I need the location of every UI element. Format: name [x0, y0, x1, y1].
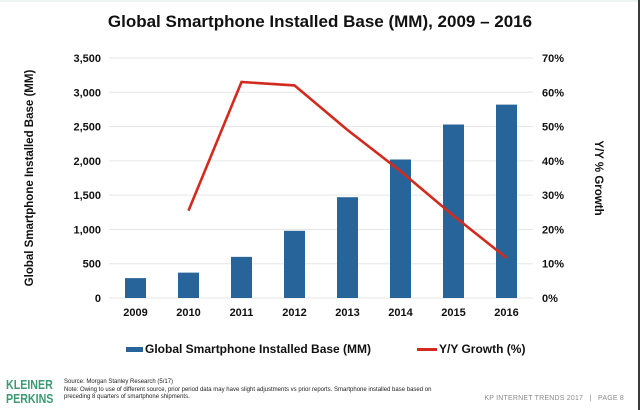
frame-right-edge [638, 0, 640, 410]
left-axis-tick-label: 1,000 [73, 224, 101, 236]
legend-label-installed-base: Global Smartphone Installed Base (MM) [145, 342, 372, 356]
bar [390, 159, 411, 298]
left-axis-tick-label: 2,500 [73, 122, 101, 134]
x-axis-tick-label: 2015 [441, 307, 465, 319]
legend-label-growth: Y/Y Growth (%) [439, 342, 526, 356]
page-label: KP INTERNET TRENDS 2017 | PAGE 8 [484, 395, 624, 402]
right-axis-tick-label: 50% [542, 122, 564, 134]
right-axis-tick-label: 40% [542, 156, 564, 168]
right-axis-tick-label: 60% [542, 87, 564, 99]
note-text-2: preceding 8 quarters of smartphone shipm… [64, 394, 190, 400]
bar [178, 272, 199, 298]
bar [125, 278, 146, 298]
line-series [187, 80, 508, 259]
left-axis-tick-label: 1,500 [73, 190, 101, 202]
right-axis-tick-label: 0% [542, 293, 558, 305]
x-axis-ticks: 2009 2010 2011 2012 2013 2014 2015 2016 [123, 307, 518, 319]
source-notes: Source: Morgan Stanley Research (5/17) N… [64, 379, 544, 402]
left-axis-ticks: 0 500 1,000 1,500 2,000 2,500 3,000 3,500 [73, 53, 101, 305]
kleiner-perkins-logo: KLEINER PERKINS [6, 378, 53, 406]
logo-line-2: PERKINS [6, 391, 54, 406]
bar [231, 256, 252, 298]
bar [284, 230, 305, 298]
left-axis-tick-label: 3,000 [73, 87, 101, 99]
right-axis-ticks: 0% 10% 20% 30% 40% 50% 60% 70% [542, 53, 564, 305]
left-axis-tick-label: 500 [83, 259, 101, 271]
x-axis-tick-label: 2013 [335, 307, 359, 319]
x-axis-tick-label: 2014 [388, 307, 413, 319]
x-axis-tick-label: 2010 [176, 307, 200, 319]
right-axis-tick-label: 10% [542, 259, 564, 271]
legend-bar-swatch [126, 346, 143, 352]
x-axis-tick-label: 2012 [282, 307, 306, 319]
bar [496, 104, 517, 298]
note-text-1: Note: Owing to use of different source, … [64, 386, 432, 393]
x-axis-tick-label: 2009 [123, 307, 147, 319]
bar [337, 197, 358, 298]
bar-series [125, 104, 517, 298]
right-axis-label: Y/Y % Growth [592, 140, 604, 215]
chart-title: Global Smartphone Installed Base (MM), 2… [107, 12, 533, 31]
legend-item-installed-base: Global Smartphone Installed Base (MM) [126, 342, 371, 356]
frame-top-edge [0, 0, 640, 2]
bar [443, 124, 464, 298]
right-axis-tick-label: 70% [542, 53, 564, 65]
source-text: Source: Morgan Stanley Research (5/17) [64, 379, 174, 385]
left-axis-tick-label: 0 [95, 293, 101, 305]
gridlines [109, 57, 533, 299]
logo-line-1: KLEINER [6, 377, 53, 392]
x-axis-tick-label: 2011 [230, 307, 254, 319]
x-axis-tick-label: 2016 [494, 307, 518, 319]
left-axis-tick-label: 3,500 [73, 53, 101, 65]
legend-line-swatch [417, 347, 437, 351]
left-axis-tick-label: 2,000 [73, 156, 101, 168]
right-axis-tick-label: 30% [542, 190, 564, 202]
left-axis-label: Global Smartphone Installed Base (MM) [24, 70, 36, 287]
legend-item-growth: Y/Y Growth (%) [417, 342, 525, 356]
right-axis-tick-label: 20% [542, 224, 564, 236]
